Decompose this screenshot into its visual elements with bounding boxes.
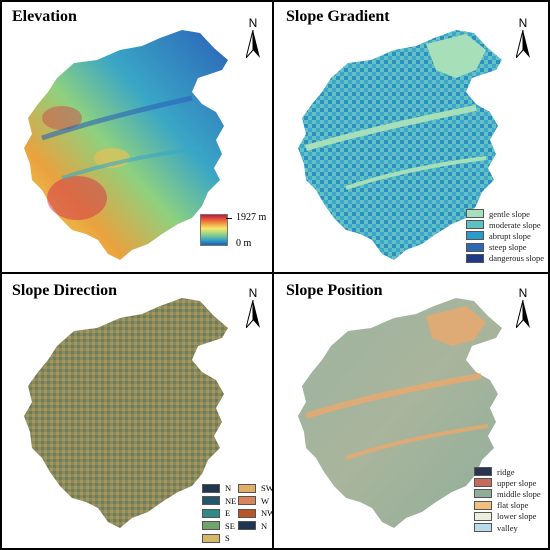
north-label: N <box>248 286 258 300</box>
legend-label: valley <box>497 522 518 533</box>
legend-label: middle slope <box>497 488 541 499</box>
legend-swatch <box>466 253 484 263</box>
legend-tick <box>226 218 232 219</box>
legend-swatch <box>202 483 220 493</box>
legend-item: SW <box>238 482 272 495</box>
legend-label: steep slope <box>489 242 527 253</box>
north-label: N <box>248 16 258 30</box>
legend-label: upper slope <box>497 477 537 488</box>
legend-item: gentle slope <box>466 208 544 219</box>
legend-item: flat slope <box>474 500 541 511</box>
legend-label: ridge <box>497 466 515 477</box>
vertical-divider <box>272 0 274 550</box>
slope-gradient-legend: gentle slope moderate slope abrupt slope st… <box>466 208 544 264</box>
slope-position-legend: ridge upper slope middle slope flat slope lo… <box>474 466 541 533</box>
legend-swatch <box>474 467 492 477</box>
slope-gradient-map <box>298 30 502 260</box>
legend-label: SE <box>225 520 235 531</box>
north-arrow-icon <box>516 30 530 58</box>
legend-swatch <box>466 242 484 252</box>
north-label: N <box>518 16 528 30</box>
legend-swatch <box>202 496 220 506</box>
slope-position-panel: Slope Position N ridge upper slope middle … <box>276 276 546 544</box>
legend-item: E <box>202 507 236 520</box>
legend-swatch <box>238 508 256 518</box>
legend-item: S <box>202 532 236 544</box>
north-label: N <box>518 286 528 300</box>
slope-gradient-panel: Slope Gradient N gentle slope moderate sl… <box>276 2 546 270</box>
legend-label: flat slope <box>497 500 529 511</box>
legend-label: S <box>225 533 230 544</box>
legend-item: N <box>202 482 236 495</box>
north-arrow-icon <box>246 300 260 328</box>
north-arrow: N <box>242 286 264 328</box>
elevation-panel: Elevation N 1927 m 0 m <box>2 2 272 270</box>
legend-item: SE <box>202 520 236 533</box>
legend-label: moderate slope <box>489 219 541 230</box>
legend-swatch <box>466 220 484 230</box>
legend-swatch <box>474 500 492 510</box>
elevation-title: Elevation <box>12 8 77 25</box>
elevation-min-label: 0 m <box>236 238 252 249</box>
legend-swatch <box>474 489 492 499</box>
legend-label: NW <box>261 508 272 519</box>
legend-swatch <box>202 521 220 531</box>
legend-swatch <box>238 496 256 506</box>
legend-swatch <box>238 483 256 493</box>
legend-swatch <box>474 511 492 521</box>
slope-position-map <box>298 298 502 528</box>
slope-direction-title: Slope Direction <box>12 282 118 299</box>
legend-item: ridge <box>474 466 541 477</box>
legend-item: N <box>238 520 272 533</box>
legend-swatch <box>202 533 220 543</box>
north-arrow: N <box>512 286 534 328</box>
legend-label: N <box>225 483 232 494</box>
legend-label: abrupt slope <box>489 230 531 241</box>
legend-item: W <box>238 495 272 508</box>
legend-item: valley <box>474 522 541 533</box>
legend-item: steep slope <box>466 242 544 253</box>
legend-item: upper slope <box>474 477 541 488</box>
north-arrow-icon <box>246 30 260 58</box>
horizontal-divider <box>0 272 550 274</box>
legend-label: SW <box>261 483 272 494</box>
legend-label: lower slope <box>497 511 537 522</box>
north-arrow-icon <box>516 300 530 328</box>
legend-label: NE <box>225 495 237 506</box>
legend-swatch <box>474 478 492 488</box>
legend-swatch <box>466 231 484 241</box>
legend-label: E <box>225 508 231 519</box>
legend-swatch <box>466 209 484 219</box>
legend-item: moderate slope <box>466 219 544 230</box>
legend-swatch <box>238 521 256 531</box>
north-arrow: N <box>512 16 534 58</box>
legend-label: dangerous slope <box>489 253 545 264</box>
legend-label: gentle slope <box>489 208 530 219</box>
elevation-map <box>24 30 228 260</box>
legend-swatch <box>474 523 492 533</box>
legend-item: NE <box>202 495 236 508</box>
slope-direction-panel: Slope Direction N N NE E SE S SW W NW N <box>2 276 272 544</box>
legend-item: abrupt slope <box>466 230 544 241</box>
legend-label: N <box>261 520 268 531</box>
north-arrow: N <box>242 16 264 58</box>
legend-item: middle slope <box>474 488 541 499</box>
legend-swatch <box>202 508 220 518</box>
legend-item: lower slope <box>474 511 541 522</box>
elevation-max-label: 1927 m <box>236 212 267 223</box>
legend-item: NW <box>238 507 272 520</box>
elevation-color-bar <box>200 214 228 246</box>
slope-gradient-title: Slope Gradient <box>286 8 390 25</box>
slope-position-title: Slope Position <box>286 282 383 299</box>
legend-label: W <box>261 495 270 506</box>
legend-item: dangerous slope <box>466 253 544 264</box>
